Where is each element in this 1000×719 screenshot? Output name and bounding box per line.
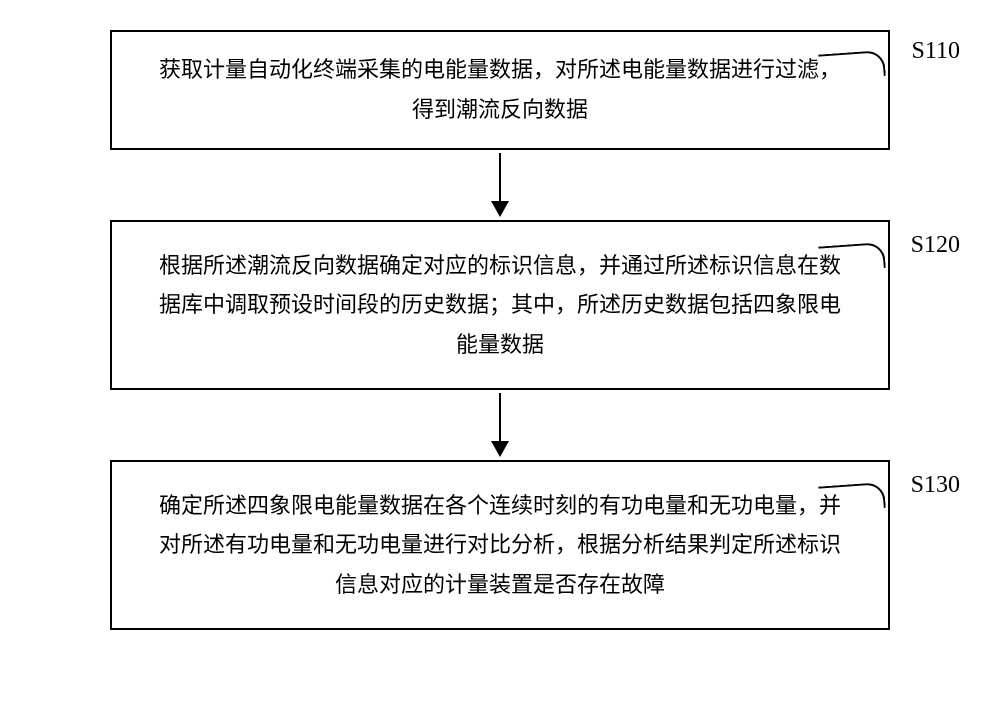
flowchart-container: 获取计量自动化终端采集的电能量数据，对所述电能量数据进行过滤，得到潮流反向数据 … — [0, 30, 1000, 630]
step-s120-box: 根据所述潮流反向数据确定对应的标识信息，并通过所述标识信息在数据库中调取预设时间… — [110, 220, 890, 390]
arrow-head-1 — [491, 201, 509, 217]
connector-s120 — [818, 242, 886, 273]
step-s130-box: 确定所述四象限电能量数据在各个连续时刻的有功电量和无功电量，并对所述有功电量和无… — [110, 460, 890, 630]
step-s120-label: S120 — [911, 232, 960, 259]
step-s120-text: 根据所述潮流反向数据确定对应的标识信息，并通过所述标识信息在数据库中调取预设时间… — [152, 246, 848, 365]
step-s110-text: 获取计量自动化终端采集的电能量数据，对所述电能量数据进行过滤，得到潮流反向数据 — [152, 50, 848, 129]
step-s130-text: 确定所述四象限电能量数据在各个连续时刻的有功电量和无功电量，并对所述有功电量和无… — [152, 486, 848, 605]
arrow-s110-s120 — [491, 150, 509, 220]
step-s110-label: S110 — [912, 38, 960, 65]
step-s110-box: 获取计量自动化终端采集的电能量数据，对所述电能量数据进行过滤，得到潮流反向数据 — [110, 30, 890, 150]
arrow-line-1 — [499, 153, 501, 203]
step-s120-container: 根据所述潮流反向数据确定对应的标识信息，并通过所述标识信息在数据库中调取预设时间… — [0, 220, 1000, 390]
connector-s130 — [818, 482, 886, 513]
step-s110-container: 获取计量自动化终端采集的电能量数据，对所述电能量数据进行过滤，得到潮流反向数据 … — [0, 30, 1000, 150]
connector-s110 — [818, 50, 886, 81]
arrow-s120-s130 — [491, 390, 509, 460]
step-s130-label: S130 — [911, 472, 960, 499]
arrow-head-2 — [491, 441, 509, 457]
arrow-line-2 — [499, 393, 501, 443]
step-s130-container: 确定所述四象限电能量数据在各个连续时刻的有功电量和无功电量，并对所述有功电量和无… — [0, 460, 1000, 630]
